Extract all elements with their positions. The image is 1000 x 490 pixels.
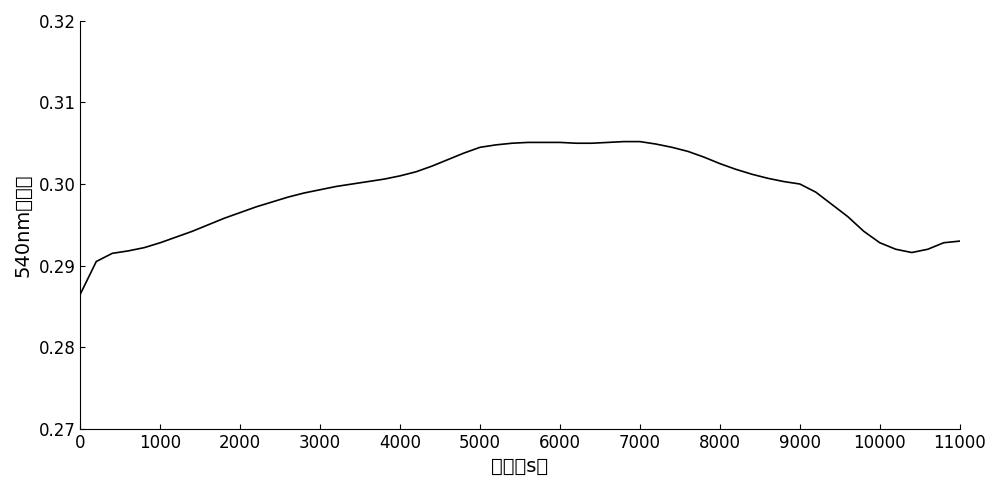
- X-axis label: 时间（s）: 时间（s）: [491, 457, 549, 476]
- Y-axis label: 540nm吸光度: 540nm吸光度: [14, 173, 33, 276]
